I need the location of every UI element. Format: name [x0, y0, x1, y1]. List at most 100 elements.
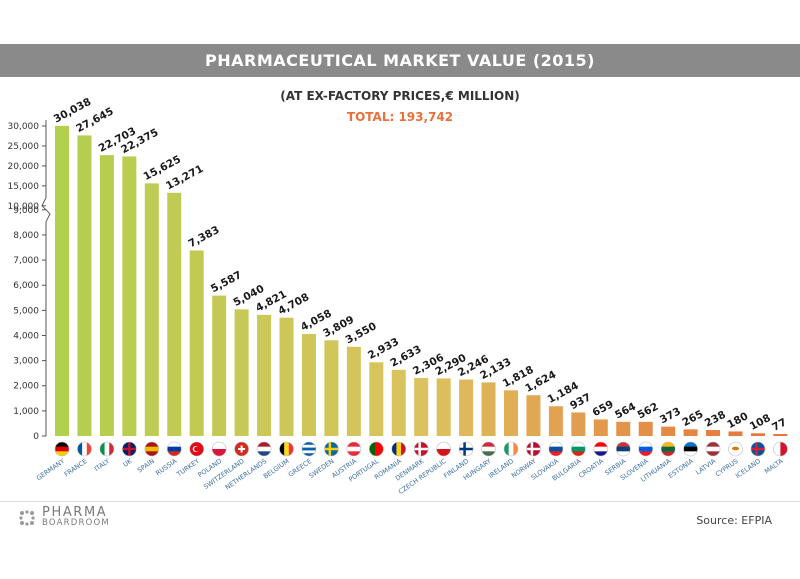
bar: [750, 433, 765, 436]
flag-slovakia-icon: [548, 442, 563, 456]
flag-greece-icon: [301, 442, 316, 456]
bar-value-label: 108: [748, 412, 773, 433]
y-tick-label: 5,000: [13, 306, 39, 316]
category-label: TURKEY: [174, 457, 200, 479]
category-label: SWEDEN: [307, 457, 335, 480]
flag-denmark-icon: [414, 442, 429, 456]
bar: [369, 362, 384, 436]
flag-border: [773, 441, 788, 457]
category-label: UK: [122, 457, 135, 469]
bar-value-label: 180: [725, 410, 750, 431]
y-tick-label: 4,000: [13, 331, 39, 341]
bar: [324, 340, 339, 436]
bar: [661, 426, 676, 436]
flag-italy-icon: [99, 442, 114, 456]
category-label: RUSSIA: [154, 457, 179, 478]
y-tick-label: 30,000: [8, 122, 40, 132]
flag-netherlands-icon: [257, 442, 272, 456]
flag-lithuania-icon: [661, 442, 676, 456]
flag-border: [458, 441, 474, 457]
flag-uk-icon: [122, 442, 137, 456]
flag-border: [234, 441, 249, 457]
bar: [548, 406, 563, 436]
category-label: IRELAND: [487, 457, 515, 480]
flag-border: [279, 441, 294, 457]
category-label: SPAIN: [136, 457, 156, 474]
flag-border: [189, 441, 204, 457]
bar-chart: 0 1,000 2,000 3,000 4,000 5,000 6,000 7,000 8,00…: [8, 96, 789, 496]
bar: [526, 395, 541, 436]
bar: [504, 390, 518, 436]
category-label: GERMANY: [35, 457, 66, 482]
chart-title: PHARMACEUTICAL MARKET VALUE (2015): [0, 44, 800, 77]
bar: [593, 419, 608, 436]
footer-divider: [0, 501, 800, 502]
flag-croatia-icon: [593, 442, 608, 456]
flag-border: [301, 441, 317, 457]
y-tick-label: 10,000: [8, 202, 40, 212]
flag-france-icon: [77, 442, 92, 456]
bar: [99, 155, 114, 437]
flag-border: [526, 441, 541, 457]
flag-border: [166, 441, 182, 457]
bar-value-label: 562: [635, 401, 660, 422]
flag-turkey-icon: [189, 442, 204, 456]
flag-austria-icon: [346, 442, 361, 456]
bar: [391, 369, 406, 436]
y-tick-label: 8,000: [13, 231, 39, 241]
flag-border: [503, 441, 519, 457]
flag-spain-icon: [144, 442, 159, 456]
chart-total: TOTAL: 193,742: [346, 110, 454, 124]
bar: [144, 183, 159, 436]
bar: [683, 429, 698, 436]
flag-switzerland-icon: [234, 442, 249, 456]
bar: [212, 295, 227, 436]
flag-border: [638, 441, 654, 457]
category-label: BELGIUM: [262, 457, 291, 480]
flag-iceland-icon: [750, 442, 765, 456]
bar: [346, 346, 361, 436]
flag-border: [256, 441, 272, 457]
logo-dots-icon: [19, 510, 35, 526]
bar: [234, 309, 249, 436]
y-tick-label: 15,000: [8, 182, 40, 192]
pharmaboardroom-logo: PHARMA BOARDROOM: [18, 506, 110, 529]
bar: [55, 125, 69, 437]
bar: [189, 250, 204, 436]
flag-border: [436, 441, 451, 457]
flag-border: [144, 441, 160, 457]
category-label: ICELAND: [734, 457, 762, 480]
flag-border: [750, 441, 766, 457]
flag-malta-icon: [773, 442, 788, 456]
chart-subtitle: (AT EX-FACTORY PRICES,€ MILLION): [280, 89, 520, 103]
flag-norway-icon: [526, 442, 541, 456]
y-tick-label: 1,000: [13, 407, 39, 417]
bar: [571, 412, 586, 436]
category-label: ITALY: [93, 457, 111, 473]
bar: [706, 430, 721, 436]
flag-estonia-icon: [683, 442, 698, 456]
flag-border: [391, 441, 407, 457]
flag-border: [615, 441, 631, 457]
flag-border: [548, 441, 564, 457]
flag-poland-icon: [212, 442, 227, 456]
flag-romania-icon: [391, 442, 406, 456]
flag-latvia-icon: [706, 442, 721, 456]
y-tick-label: 6,000: [13, 281, 39, 291]
bar-value-label: 564: [613, 401, 638, 422]
y-tick-label: 25,000: [8, 142, 40, 152]
bar: [257, 314, 272, 436]
flag-border: [346, 441, 362, 457]
flag-border: [54, 441, 70, 457]
bar-value-label: 7,383: [186, 224, 221, 250]
bar-value-label: 265: [680, 408, 705, 429]
flag-finland-icon: [459, 442, 474, 456]
flag-ireland-icon: [504, 442, 518, 456]
bar: [436, 378, 451, 436]
bar-value-label: 659: [591, 398, 616, 419]
flag-border: [705, 441, 721, 457]
flag-germany-icon: [55, 442, 69, 456]
flag-serbia-icon: [616, 442, 631, 456]
y-tick-label: 0: [33, 432, 39, 442]
flag-border: [481, 441, 496, 457]
